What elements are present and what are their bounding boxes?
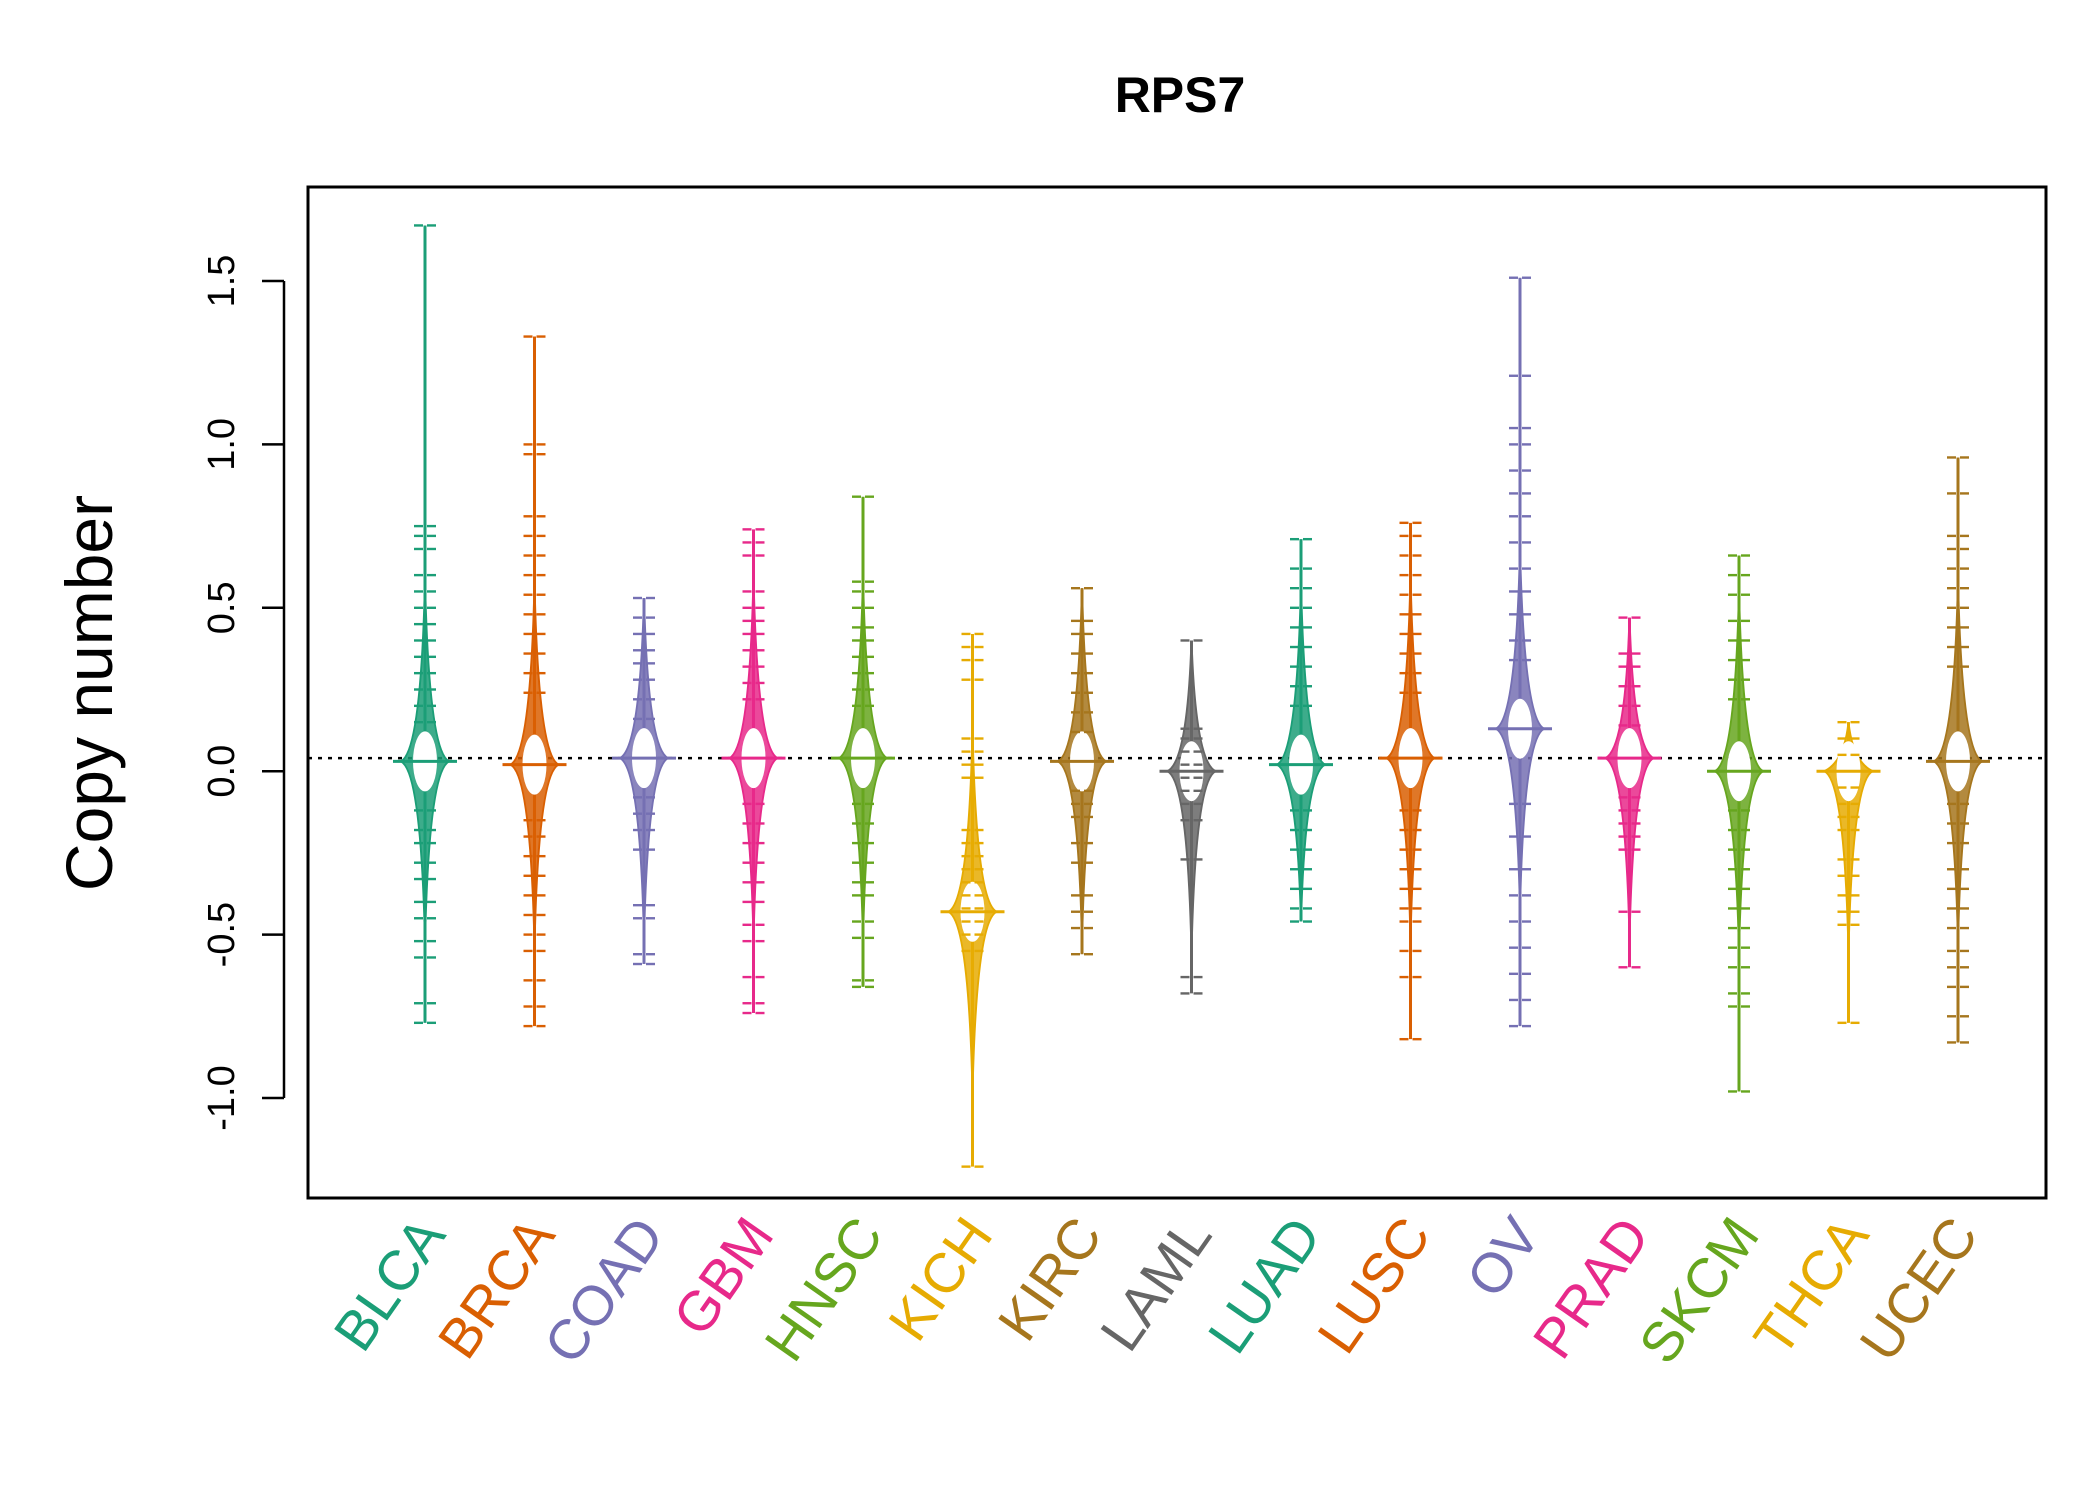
- category-label-ov: OV: [1454, 1205, 1552, 1308]
- y-tick-label: 0.5: [201, 581, 243, 634]
- bean-thca: [1816, 720, 1881, 1025]
- bean-prad: [1597, 616, 1662, 969]
- bean-skcm: [1707, 554, 1771, 1093]
- y-tick-label: -0.5: [201, 902, 243, 967]
- category-label-kich: KICH: [876, 1206, 1004, 1352]
- bean-luad: [1269, 537, 1333, 923]
- bean-hnsc: [831, 495, 895, 989]
- bean-kich: [940, 632, 1005, 1168]
- bean-ov: [1488, 276, 1552, 1028]
- bean-ucec: [1926, 456, 1990, 1044]
- y-tick-label: 1.0: [201, 418, 243, 471]
- category-label-coad: COAD: [531, 1206, 675, 1375]
- chart-title: RPS7: [1115, 67, 1246, 123]
- bean-coad: [612, 596, 676, 966]
- plot-frame: [306, 185, 2048, 1200]
- y-tick-label: 0.0: [201, 745, 243, 798]
- bean-kirc: [1050, 586, 1114, 956]
- plot-area: [308, 224, 2046, 1168]
- y-axis-label: Copy number: [52, 495, 126, 891]
- category-label-laml: LAML: [1088, 1206, 1224, 1362]
- y-axis: -1.0 -0.5 0.0 0.5 1.0 1.5: [201, 255, 286, 1131]
- bean-lusc: [1378, 521, 1443, 1041]
- category-label-luad: LUAD: [1196, 1206, 1333, 1365]
- y-tick-label: -1.0: [201, 1065, 243, 1130]
- category-label-ucec: UCEC: [1847, 1206, 1990, 1372]
- y-tick-label: 1.5: [201, 255, 243, 308]
- category-label-lusc: LUSC: [1305, 1206, 1442, 1365]
- bean-blca: [393, 224, 457, 1025]
- bean-brca: [502, 335, 567, 1028]
- category-label-skcm: SKCM: [1626, 1206, 1770, 1375]
- category-label-hnsc: HNSC: [752, 1206, 895, 1372]
- bean-gbm: [721, 528, 786, 1015]
- bean-laml: [1159, 639, 1224, 995]
